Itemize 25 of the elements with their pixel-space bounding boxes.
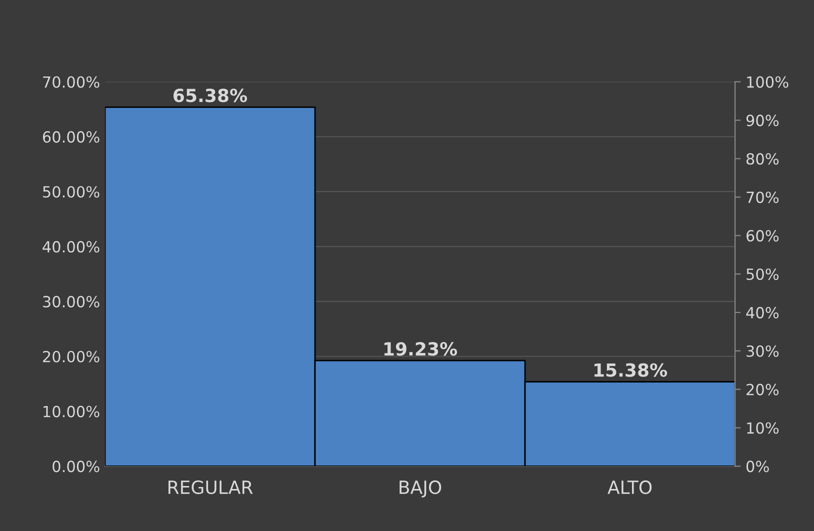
y2-tick-label: 40% [746,306,779,318]
text: 65.38% [174,88,248,102]
x-tick-label: ALTO [608,480,652,494]
y2-tick-label: 30% [746,345,779,357]
y-tick-label: 70.00% [43,76,100,88]
y2-tick-label: 10% [747,422,779,434]
y-tick-label: 0.00% [52,460,100,472]
text: 15.38% [594,363,668,377]
x-tick-label: BAJO [400,480,442,498]
y-tick-label: 40.00% [42,241,100,253]
text: 19.23% [384,342,458,356]
y2-tick-label: 50% [746,268,779,280]
y2-tick-label: 0% [746,460,769,472]
y2-tick-label: 90% [746,114,779,126]
y2-tick-label: 70% [746,192,779,204]
y2-tick-label: 80% [746,153,779,165]
x-tick-label: REGULAR [168,480,253,494]
y-tick-label: 20.00% [43,350,100,362]
y-tick-label: 60.00% [42,131,100,143]
y2-tick-label: 60% [746,230,779,242]
y2-tick-label: 20% [746,384,779,396]
y2-tick-label: 100% [747,76,788,88]
y-tick-label: 50.00% [43,186,100,198]
y-tick-label: 30.00% [43,296,100,308]
y-tick-label: 10.00% [44,406,100,418]
